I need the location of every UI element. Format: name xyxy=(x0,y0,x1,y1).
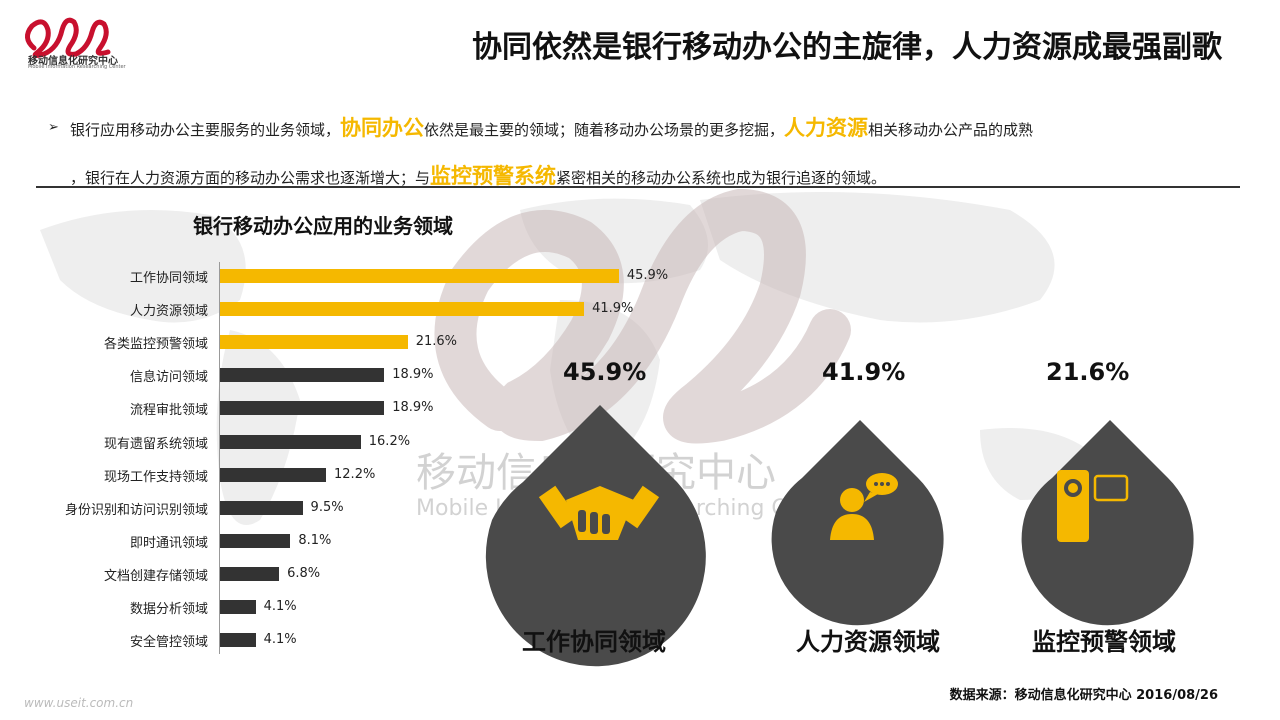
bar xyxy=(220,269,619,283)
intro-text: 相关移动办公产品的成熟 xyxy=(868,121,1034,139)
divider xyxy=(36,186,1240,188)
category-label: 各类监控预警领域 xyxy=(103,337,208,353)
bar xyxy=(220,401,385,416)
bar xyxy=(220,600,256,614)
highlight-percent: 21.6% xyxy=(1046,358,1130,386)
bar xyxy=(220,500,303,515)
logo-icon xyxy=(25,17,111,59)
value-label: 45.9% xyxy=(626,268,669,283)
category-label: 人力资源领域 xyxy=(129,304,208,320)
value-label: 8.1% xyxy=(298,532,332,548)
value-label: 18.9% xyxy=(392,400,434,416)
website-url: www.useit.com.cn xyxy=(24,696,134,710)
chart-title: 银行移动办公应用的业务领域 xyxy=(193,214,453,238)
category-label: 流程审批领域 xyxy=(129,403,208,419)
bar xyxy=(220,467,327,482)
value-label: 12.2% xyxy=(334,466,376,482)
bar xyxy=(220,566,280,581)
highlight-label: 人力资源领域 xyxy=(796,628,940,656)
category-label: 身份识别和访问识别领域 xyxy=(64,502,208,518)
data-source: 数据来源：移动信息化研究中心 2016/08/26 xyxy=(949,688,1218,703)
bar xyxy=(220,533,291,548)
value-label: 41.9% xyxy=(592,301,634,317)
value-label: 16.2% xyxy=(368,433,411,449)
bullet-arrow-icon: ➢ xyxy=(48,120,59,135)
bar xyxy=(220,633,256,648)
value-label: 18.9% xyxy=(392,367,434,383)
category-label: 信息访问领域 xyxy=(129,370,208,386)
person-chat-icon xyxy=(830,473,898,540)
logo-text-en: Mobile Information Researching Center xyxy=(28,64,126,70)
highlight-text: 协同办公 xyxy=(340,116,425,140)
category-label: 现有遗留系统领域 xyxy=(103,436,208,452)
drop-shape xyxy=(1021,420,1194,626)
value-label: 9.5% xyxy=(310,499,344,515)
category-label: 文档创建存储领域 xyxy=(103,568,208,584)
intro-text: 依然是最主要的领域；随着移动办公场景的更多挖掘， xyxy=(424,121,785,139)
page-title: 协同依然是银行移动办公的主旋律，人力资源成最强副歌 xyxy=(472,30,1222,65)
highlight-percent: 41.9% xyxy=(822,358,906,386)
value-label: 4.1% xyxy=(263,632,297,648)
highlight-label: 工作协同领域 xyxy=(522,628,666,656)
category-label: 现场工作支持领域 xyxy=(103,469,208,485)
bar xyxy=(220,368,385,383)
highlight-percent: 45.9% xyxy=(563,358,647,386)
bar xyxy=(220,302,585,317)
intro-line-2: ，银行在人力资源方面的移动办公需求也逐渐增大；与监控预警系统紧密相关的移动办公系… xyxy=(70,152,886,202)
logo-text-cn: 移动信息化研究中心 xyxy=(28,56,118,67)
category-label: 即时通讯领域 xyxy=(129,535,208,551)
highlight-text: 监控预警系统 xyxy=(430,164,557,188)
value-label: 6.8% xyxy=(287,565,321,581)
intro-text: 银行应用移动办公主要服务的业务领域， xyxy=(70,121,341,139)
highlight-label: 监控预警领域 xyxy=(1032,628,1176,656)
category-label: 安全管控领域 xyxy=(129,635,208,651)
bar xyxy=(220,434,361,449)
value-label: 21.6% xyxy=(415,334,458,350)
monitor-camera-icon xyxy=(1057,470,1129,542)
chart-axis-line xyxy=(219,262,220,654)
intro-line-1: 银行应用移动办公主要服务的业务领域，协同办公依然是最主要的领域；随着移动办公场景… xyxy=(70,104,1033,154)
value-label: 4.1% xyxy=(263,599,297,614)
handshake-icon xyxy=(538,485,660,540)
bar xyxy=(220,335,408,350)
intro-text: 紧密相关的移动办公系统也成为银行追逐的领域。 xyxy=(556,169,887,187)
intro-text: ，银行在人力资源方面的移动办公需求也逐渐增大；与 xyxy=(70,169,431,187)
highlight-text: 人力资源 xyxy=(784,116,869,140)
category-label: 工作协同领域 xyxy=(129,271,208,286)
category-label: 数据分析领域 xyxy=(129,602,208,617)
